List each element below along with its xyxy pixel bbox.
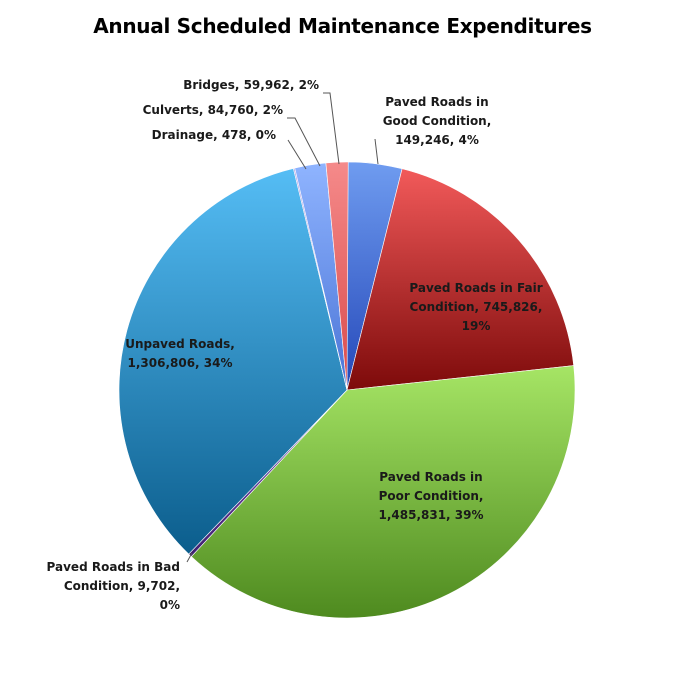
slice-label: Bridges, 59,962, 2%	[183, 78, 319, 92]
slice-label-line: 149,246, 4%	[395, 133, 479, 147]
leader-line	[186, 552, 193, 563]
slice-label-line: Paved Roads in	[379, 470, 482, 484]
leader-line	[287, 139, 307, 170]
slice-label-line: Culverts, 84,760, 2%	[143, 103, 283, 117]
slice-label: Paved Roads in Fair Condition, 745,826, 19…	[409, 281, 542, 333]
leader-line	[287, 117, 321, 167]
slice-label-line: Unpaved Roads,	[125, 337, 235, 351]
leader-line	[323, 92, 340, 165]
slice-label-line: Condition, 9,702,	[64, 579, 180, 593]
pie-slice-paved-roads-in-poor-condition	[190, 365, 576, 619]
slice-label: Drainage, 478, 0%	[152, 128, 276, 142]
slice-label-line: Poor Condition,	[379, 489, 484, 503]
slice-label-line: 0%	[160, 598, 180, 612]
pie-slice-paved-roads-in-fair-condition	[346, 168, 575, 391]
slice-label-line: 19%	[462, 319, 491, 333]
slice-label-line: 1,306,806, 34%	[127, 356, 232, 370]
leader-line	[374, 138, 379, 165]
slice-label: Paved Roads in Poor Condition, 1,485,831, …	[378, 470, 483, 522]
slice-label: Paved Roads in Good Condition, 149,246, 4%	[383, 95, 492, 147]
slice-label-line: Paved Roads in Bad	[47, 560, 180, 574]
slice-label-line: 1,485,831, 39%	[378, 508, 483, 522]
slice-label-line: Drainage, 478, 0%	[152, 128, 276, 142]
slice-label-line: Condition, 745,826,	[410, 300, 543, 314]
slice-labels: Paved Roads in Good Condition, 149,246, 4%…	[47, 78, 543, 612]
slice-label-line: Bridges, 59,962, 2%	[183, 78, 319, 92]
pie-slice-bridges	[325, 161, 349, 391]
slice-label: Unpaved Roads, 1,306,806, 34%	[125, 337, 235, 370]
slice-label-line: Paved Roads in Fair	[409, 281, 542, 295]
slice-label: Culverts, 84,760, 2%	[143, 103, 283, 117]
leader-lines	[186, 92, 379, 563]
slice-label: Paved Roads in Bad Condition, 9,702, 0%	[47, 560, 180, 612]
pie-slices	[118, 161, 576, 619]
pie-slice-unpaved-roads	[118, 168, 348, 555]
slice-label-line: Good Condition,	[383, 114, 492, 128]
slice-label-line: Paved Roads in	[385, 95, 488, 109]
chart-title: Annual Scheduled Maintenance Expenditure…	[93, 14, 592, 38]
